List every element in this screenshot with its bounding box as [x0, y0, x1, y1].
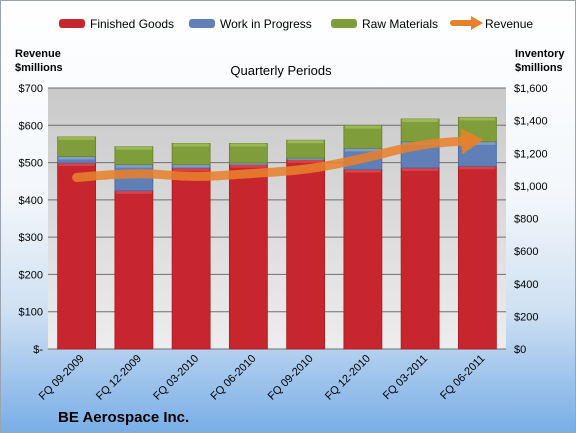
legend-swatch-raw-materials [331, 19, 357, 28]
right-tick-label: $1,400 [514, 116, 548, 128]
right-tick-label: $200 [514, 311, 538, 323]
category-label: FQ 03-2011 [381, 353, 430, 402]
left-axis-ticks: $- $100 $200 $300 $400 $500 $600 $700 [19, 83, 44, 356]
bar-highlight [288, 140, 324, 143]
left-tick-label: $400 [19, 195, 43, 207]
bar-highlight [459, 117, 495, 120]
bar-finished-goods [287, 160, 325, 349]
category-label: FQ 12-2010 [323, 353, 373, 403]
right-tick-label: $600 [514, 246, 538, 258]
right-axis-label-line1: Inventory [515, 48, 565, 60]
bar-raw-materials [344, 126, 382, 149]
right-tick-label: $1,000 [514, 181, 548, 193]
bar-highlight [345, 126, 381, 129]
bar-raw-materials [172, 143, 210, 164]
left-tick-label: $700 [19, 83, 43, 95]
bar-highlight [59, 157, 95, 160]
bar-finished-goods [458, 166, 496, 349]
legend: Finished Goods Work in Progress Raw Mate… [59, 16, 533, 31]
left-tick-label: $600 [19, 120, 43, 132]
right-axis-ticks: $0 $200 $400 $600 $800 $1,000 $1,200 $1,400 $1,6… [514, 83, 548, 356]
bar-highlight [230, 143, 266, 146]
left-axis-label-line1: Revenue [15, 48, 61, 60]
category-label: FQ 03-2010 [151, 353, 201, 403]
legend-swatch-revenue-head [471, 16, 483, 30]
bar-highlight [402, 168, 438, 171]
legend-swatch-finished-goods [59, 19, 85, 28]
bar-finished-goods [401, 168, 439, 349]
bar-finished-goods [229, 165, 267, 349]
left-tick-label: $- [33, 344, 43, 356]
left-tick-label: $300 [19, 232, 43, 244]
right-tick-label: $1,200 [514, 148, 548, 160]
left-axis-label-line2: $millions [15, 62, 63, 74]
right-tick-label: $0 [514, 344, 526, 356]
bar-highlight [402, 119, 438, 122]
right-tick-label: $1,600 [514, 83, 548, 95]
category-label: FQ 06-2010 [209, 353, 259, 403]
category-label: FQ 09-2009 [37, 353, 87, 403]
right-tick-label: $400 [514, 279, 538, 291]
bar-finished-goods [115, 191, 153, 349]
bar-highlight [459, 166, 495, 169]
category-label: FQ 06-2011 [438, 353, 487, 402]
category-label: FQ 12-2009 [94, 353, 144, 403]
legend-label-revenue: Revenue [485, 17, 533, 31]
chart-subtitle: Quarterly Periods [230, 63, 332, 78]
bar-highlight [345, 170, 381, 173]
right-tick-label: $800 [514, 214, 538, 226]
bar-highlight [173, 168, 209, 171]
bar-highlight [173, 143, 209, 146]
category-label: FQ 09-2010 [266, 353, 316, 403]
bar-finished-goods [172, 168, 210, 349]
bar-highlight [59, 137, 95, 140]
legend-swatch-work-in-progress [189, 19, 215, 28]
bar-highlight [59, 163, 95, 166]
bar-finished-goods [58, 163, 96, 349]
bar-highlight [116, 147, 152, 150]
legend-label-raw-materials: Raw Materials [362, 17, 438, 31]
bar-highlight [116, 165, 152, 168]
bar-finished-goods [344, 170, 382, 349]
bar-highlight [288, 160, 324, 163]
left-tick-label: $500 [19, 158, 43, 170]
bar-raw-materials [401, 119, 439, 142]
legend-label-finished-goods: Finished Goods [90, 17, 174, 31]
bar-highlight [173, 165, 209, 168]
left-tick-label: $200 [19, 269, 43, 281]
bar-highlight [230, 165, 266, 168]
bar-highlight [116, 191, 152, 194]
company-name: BE Aerospace Inc. [58, 409, 189, 426]
legend-label-work-in-progress: Work in Progress [220, 17, 312, 31]
left-tick-label: $100 [19, 307, 43, 319]
right-axis-label-line2: $millions [515, 62, 563, 74]
